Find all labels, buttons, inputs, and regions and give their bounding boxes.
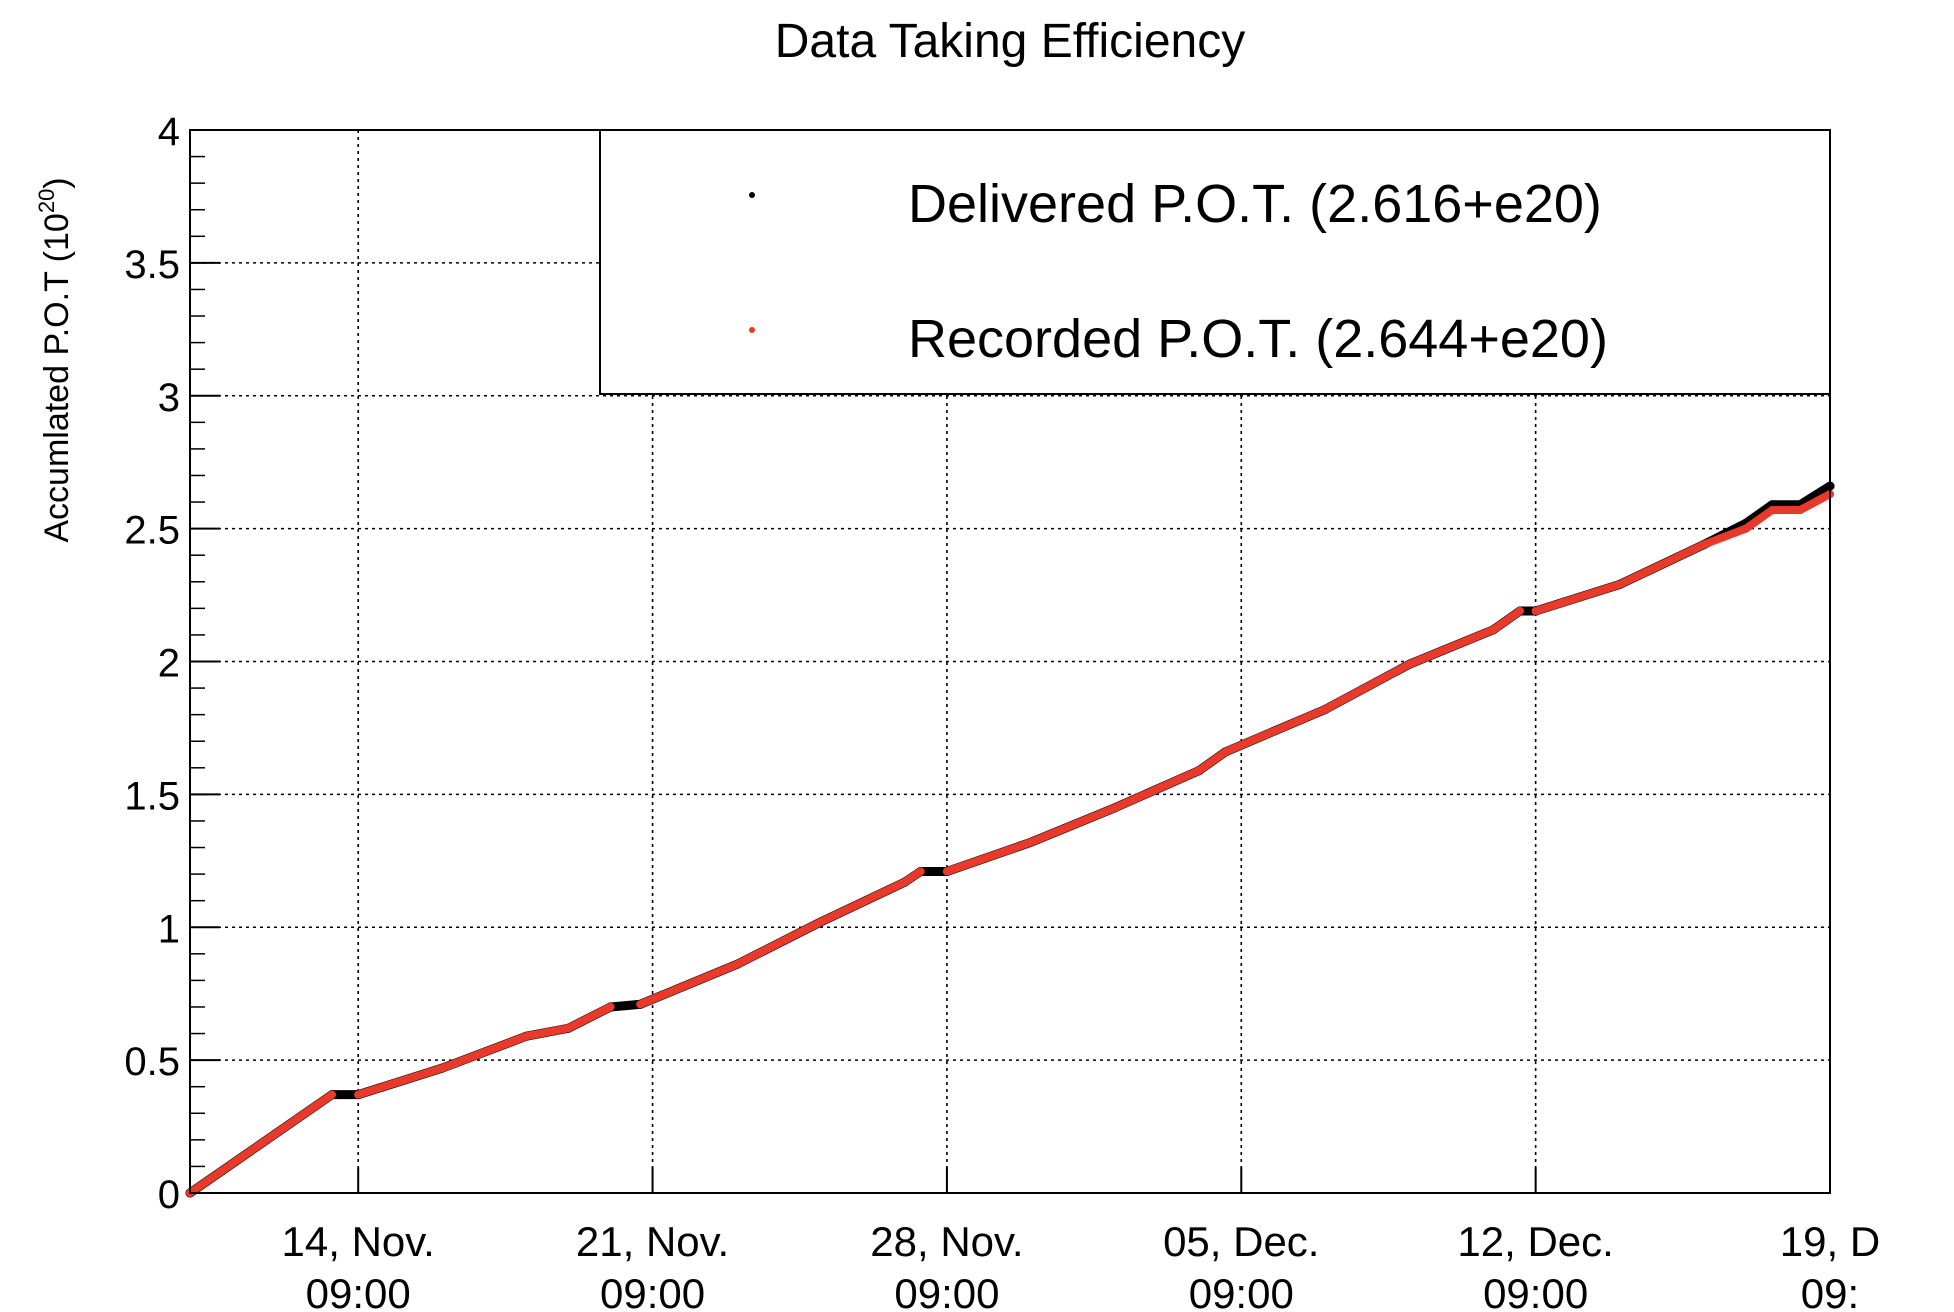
recorded-series-segment (1531, 580, 1624, 616)
series-layer (185, 481, 1835, 1198)
y-tick-label: 1.5 (124, 774, 180, 818)
recorded-point (1321, 705, 1330, 714)
recorded-point (1796, 506, 1805, 515)
recorded-series-segment (1195, 747, 1230, 775)
recorded-series-segment (636, 960, 741, 1009)
x-tick-label-date: 21, Nov. (576, 1218, 729, 1265)
recorded-point (354, 1090, 363, 1099)
recorded-point (916, 867, 925, 876)
recorded-point (1195, 766, 1204, 775)
recorded-point (327, 1090, 336, 1099)
recorded-point (900, 878, 909, 887)
recorded-series-segment (1405, 625, 1498, 669)
x-axis-ticks: 14, Nov. 09:00 21, Nov. 09:00 28, Nov. 09:00 0… (282, 1167, 1880, 1312)
recorded-series-segment (354, 1064, 447, 1099)
y-tick-label: 2 (158, 642, 180, 686)
legend-marker-recorded (749, 327, 755, 333)
recorded-series-segment (1741, 506, 1777, 533)
y-axis-label-close: ) (38, 177, 76, 188)
recorded-series-segment (1321, 660, 1414, 714)
recorded-point (1489, 625, 1498, 634)
recorded-point (1741, 524, 1750, 533)
recorded-point (1699, 540, 1708, 549)
recorded-point (1768, 506, 1777, 515)
delivered-series-segment (1795, 481, 1835, 510)
recorded-point (438, 1064, 447, 1073)
recorded-series-segment (942, 838, 1036, 876)
recorded-point (732, 960, 741, 969)
recorded-point (1515, 607, 1524, 616)
recorded-point (1405, 660, 1414, 669)
recorded-point (1531, 607, 1540, 616)
y-tick-label: 3 (158, 376, 180, 420)
delivered-series-segment (1741, 500, 1777, 528)
recorded-series-segment (186, 1090, 336, 1197)
recorded-point (816, 917, 825, 926)
x-tick-label-time: 09:00 (1189, 1270, 1294, 1312)
legend-marker-delivered (749, 192, 755, 198)
recorded-series-segment (816, 878, 909, 926)
recorded-series-segment (1221, 705, 1330, 756)
y-tick-label: 2.5 (124, 509, 180, 553)
recorded-series-segment (438, 1032, 531, 1073)
recorded-point (636, 1000, 645, 1009)
legend-box (599, 129, 1831, 395)
recorded-series-segment (522, 1024, 573, 1041)
y-tick-label: 0.5 (124, 1040, 180, 1084)
recorded-series-segment (1796, 490, 1834, 515)
x-tick-label-time: 09:00 (600, 1270, 705, 1312)
y-tick-label: 1 (158, 907, 180, 951)
y-axis-label-text: Accumlated P.O.T (10 (38, 213, 76, 542)
y-axis-ticks: 0 0.5 1 1.5 2 2.5 3 3.5 4 (124, 110, 220, 1217)
recorded-point (606, 1002, 615, 1011)
legend-label-delivered: Delivered P.O.T. (2.616+e20) (908, 174, 1602, 234)
recorded-point (564, 1024, 573, 1033)
x-tick-label-time: 09:00 (306, 1270, 411, 1312)
x-tick-label-time: 09:00 (1483, 1270, 1588, 1312)
recorded-series-segment (1027, 803, 1120, 847)
recorded-point (1027, 838, 1036, 847)
recorded-series-segment (1111, 766, 1204, 812)
recorded-point (522, 1032, 531, 1041)
recorded-series-segment (564, 1002, 615, 1033)
recorded-point (1221, 747, 1230, 756)
x-tick-label-date: 14, Nov. (282, 1218, 435, 1265)
x-tick-label-time: 09:00 (894, 1270, 999, 1312)
y-tick-label: 3.5 (124, 243, 180, 287)
recorded-point (1111, 803, 1120, 812)
legend-label-recorded: Recorded P.O.T. (2.644+e20) (908, 309, 1608, 369)
recorded-point (1615, 580, 1624, 589)
recorded-series-segment (1699, 524, 1750, 549)
y-tick-label: 4 (158, 110, 180, 154)
recorded-point (942, 867, 951, 876)
legend: Delivered P.O.T. (2.616+e20) Recorded P.… (599, 129, 1831, 395)
y-tick-label: 0 (158, 1173, 180, 1217)
recorded-series-segment (732, 917, 825, 969)
x-tick-label-date: 05, Dec. (1163, 1218, 1319, 1265)
delivered-series-segment (606, 999, 645, 1012)
y-axis-label-exponent: 20 (34, 189, 59, 213)
x-tick-label-date: 28, Nov. (870, 1218, 1023, 1265)
recorded-series-segment (1489, 607, 1524, 634)
y-axis-label: Accumlated P.O.T (1020) (34, 177, 76, 542)
x-tick-label-time: 09: (1801, 1270, 1859, 1312)
recorded-series-segment (1615, 540, 1708, 589)
x-tick-label-date: 12, Dec. (1457, 1218, 1613, 1265)
chart-title: Data Taking Efficiency (775, 15, 1245, 68)
x-tick-label-date: 19, D (1780, 1218, 1880, 1265)
